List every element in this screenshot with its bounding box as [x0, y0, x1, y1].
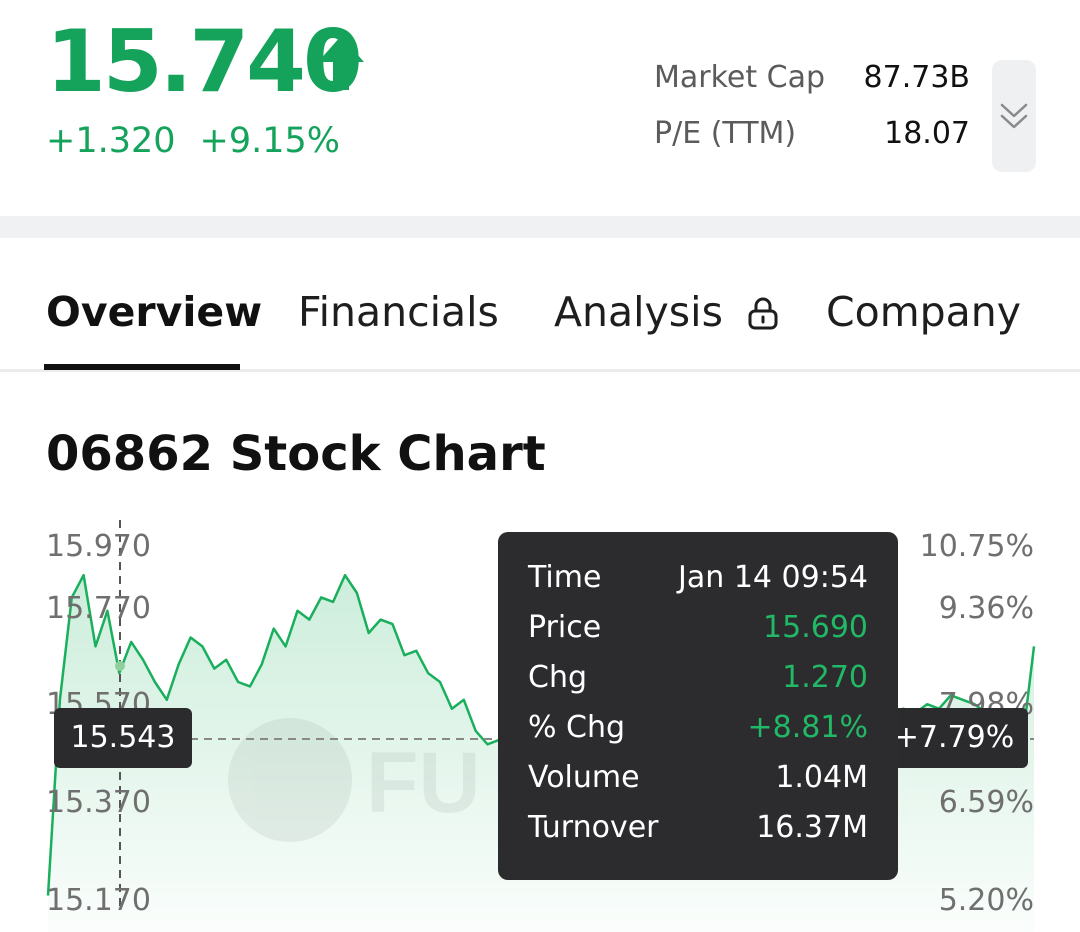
tab-label: Company [826, 288, 1022, 336]
tooltip-label: Turnover [528, 810, 659, 845]
active-tab-indicator [44, 364, 240, 370]
tooltip-row-price: Price 15.690 [528, 606, 868, 656]
tooltip-row-volume: Volume 1.04M [528, 756, 868, 806]
crosshair-point [115, 661, 125, 671]
tooltip-value: 16.37M [756, 810, 868, 845]
y-axis-pct-tick: 6.59% [938, 785, 1034, 820]
price-change-percent: +9.15% [199, 121, 341, 161]
tooltip-value: Jan 14 09:54 [678, 560, 868, 595]
y-axis-price-tick: 15.970 [46, 529, 151, 564]
section-divider [0, 216, 1080, 238]
tab-financials[interactable]: Financials [298, 288, 499, 336]
lock-icon [748, 297, 778, 330]
expand-metrics-button[interactable] [992, 60, 1036, 172]
tooltip-label: Volume [528, 760, 640, 795]
stock-chart[interactable]: FU 15.970 15.770 15.570 15.370 15.170 10… [0, 520, 1080, 932]
y-axis-price-tick: 15.370 [46, 785, 151, 820]
tooltip-label: Price [528, 610, 602, 645]
tooltip-row-chg: Chg 1.270 [528, 656, 868, 706]
key-metrics: Market Cap 87.73B P/E (TTM) 18.07 [654, 56, 970, 168]
tab-bar: Overview Financials Analysis Company [0, 238, 1080, 372]
tooltip-value: 1.270 [782, 660, 868, 695]
metric-label: Market Cap [654, 60, 826, 95]
chart-title: 06862 Stock Chart [46, 426, 546, 482]
tooltip-value: +8.81% [747, 710, 868, 745]
y-axis-price-tick: 15.770 [46, 591, 151, 626]
metric-market-cap: Market Cap 87.73B [654, 56, 970, 112]
crosshair-price-label: 15.543 [54, 708, 192, 768]
tooltip-label: % Chg [528, 710, 626, 745]
up-arrow-icon [318, 36, 364, 90]
metric-value: 87.73B [863, 60, 970, 95]
tab-company[interactable]: Company [826, 288, 1021, 336]
tab-label: Overview [46, 288, 263, 336]
tab-analysis[interactable]: Analysis [554, 288, 780, 336]
metric-label: P/E (TTM) [654, 116, 797, 151]
metric-value: 18.07 [884, 116, 970, 151]
tab-label: Financials [298, 288, 499, 336]
tooltip-row-time: Time Jan 14 09:54 [528, 556, 868, 606]
tab-overview[interactable]: Overview [46, 288, 262, 336]
tooltip-row-turnover: Turnover 16.37M [528, 806, 868, 856]
y-axis-price-tick: 15.170 [46, 883, 151, 918]
metric-pe-ttm: P/E (TTM) 18.07 [654, 112, 970, 168]
tooltip-value: 15.690 [763, 610, 868, 645]
double-chevron-down-icon [1000, 103, 1028, 129]
tooltip-label: Chg [528, 660, 588, 695]
y-axis-pct-tick: 5.20% [938, 883, 1034, 918]
y-axis-pct-tick: 10.75% [919, 529, 1034, 564]
tab-label: Analysis [554, 288, 723, 336]
tooltip-row-pct-chg: % Chg +8.81% [528, 706, 868, 756]
chart-tooltip: Time Jan 14 09:54 Price 15.690 Chg 1.270… [498, 532, 898, 880]
crosshair-percent-label: +7.79% [880, 708, 1028, 768]
y-axis-pct-tick: 9.36% [938, 591, 1034, 626]
price-change-row: +1.320 +9.15% [46, 118, 340, 164]
price-change: +1.320 [46, 121, 176, 161]
current-price: 15.740 [46, 12, 363, 112]
quote-header: 15.740 +1.320 +9.15% Market Cap 87.73B P/… [0, 0, 1080, 216]
tooltip-label: Time [528, 560, 602, 595]
tooltip-value: 1.04M [775, 760, 868, 795]
